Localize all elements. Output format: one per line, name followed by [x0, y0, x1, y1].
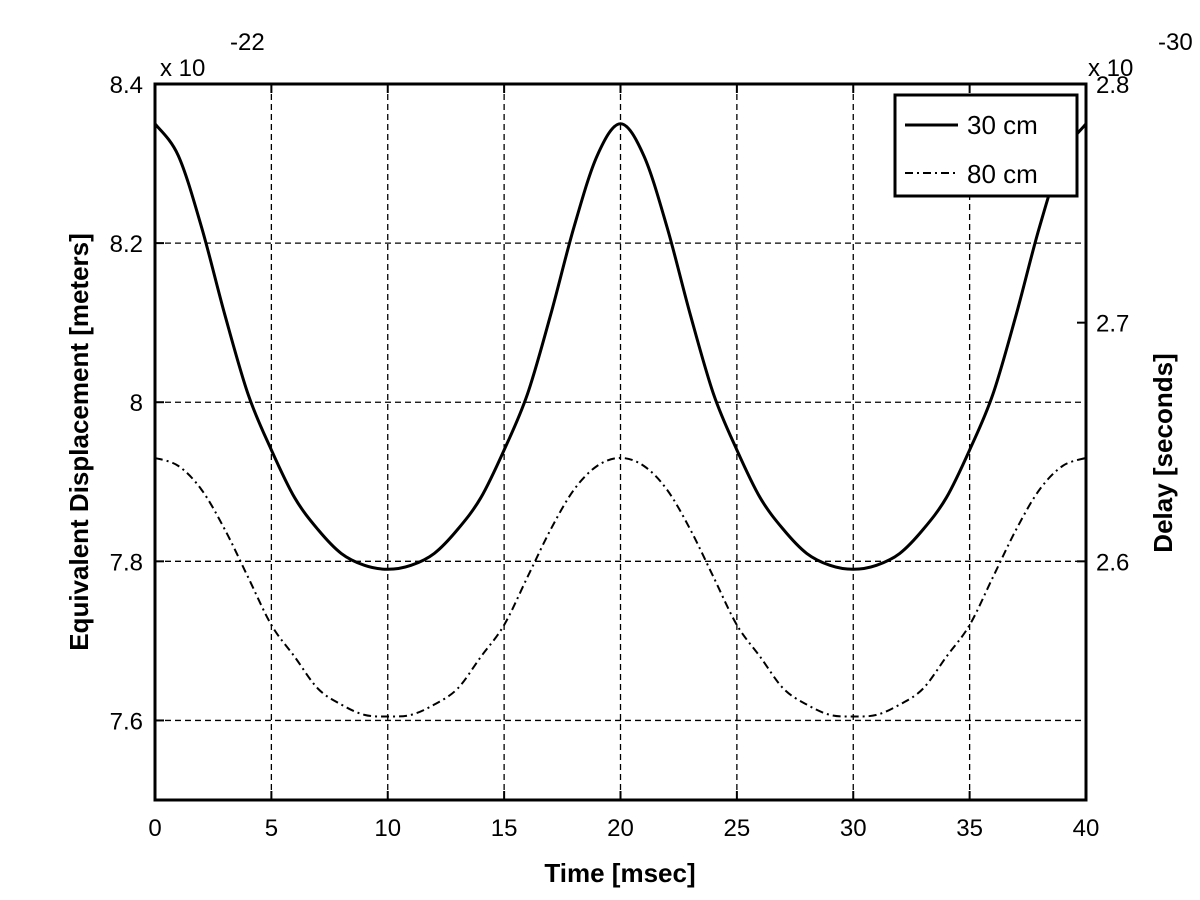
right-exponent-base: x 10 — [1088, 55, 1133, 82]
x-tick-label: 30 — [840, 815, 867, 842]
right-exponent-power: -30 — [1158, 29, 1193, 56]
x-tick-label: 35 — [956, 815, 983, 842]
x-tick-label: 10 — [374, 815, 401, 842]
y-tick-label: 8.4 — [110, 72, 143, 99]
x-tick-label: 15 — [491, 815, 518, 842]
y-axis-right-title: Delay [seconds] — [1148, 353, 1178, 552]
series-line-80cm — [154, 456, 1087, 718]
series-layer — [153, 122, 1088, 718]
y-right-tick-label: 2.8 — [1096, 72, 1129, 99]
y-tick-label: 8 — [130, 390, 143, 417]
legend-label-30cm: 30 cm — [967, 110, 1038, 140]
y-axis-title: Equivalent Displacement [meters] — [64, 233, 94, 651]
x-tick-label: 20 — [607, 815, 634, 842]
y-tick-label: 7.6 — [110, 708, 143, 735]
x-axis-title: Time [msec] — [544, 858, 695, 888]
left-exponent-power: -22 — [230, 29, 265, 56]
series-line-30cm — [153, 122, 1088, 571]
y-tick-label: 8.2 — [110, 231, 143, 258]
y-tick-label: 7.8 — [110, 549, 143, 576]
y-right-tick-label: 2.7 — [1096, 311, 1129, 338]
x-tick-label: 40 — [1073, 815, 1100, 842]
legend-label-80cm: 80 cm — [967, 159, 1038, 189]
grid — [155, 84, 1086, 800]
ticks — [154, 83, 1087, 800]
y-right-tick-label: 2.6 — [1096, 549, 1129, 576]
tick-labels: 0 5 10 15 20 25 30 35 40 7.6 7.8 8 8.2 8.4 2.6 2.7 2.8 — [110, 72, 1130, 842]
x-tick-label: 25 — [724, 815, 751, 842]
x-tick-label: 5 — [265, 815, 278, 842]
legend-box — [893, 93, 1079, 198]
x-tick-label: 0 — [148, 815, 161, 842]
left-exponent-base: x 10 — [160, 55, 205, 82]
legend: 30 cm 80 cm — [893, 93, 1079, 198]
